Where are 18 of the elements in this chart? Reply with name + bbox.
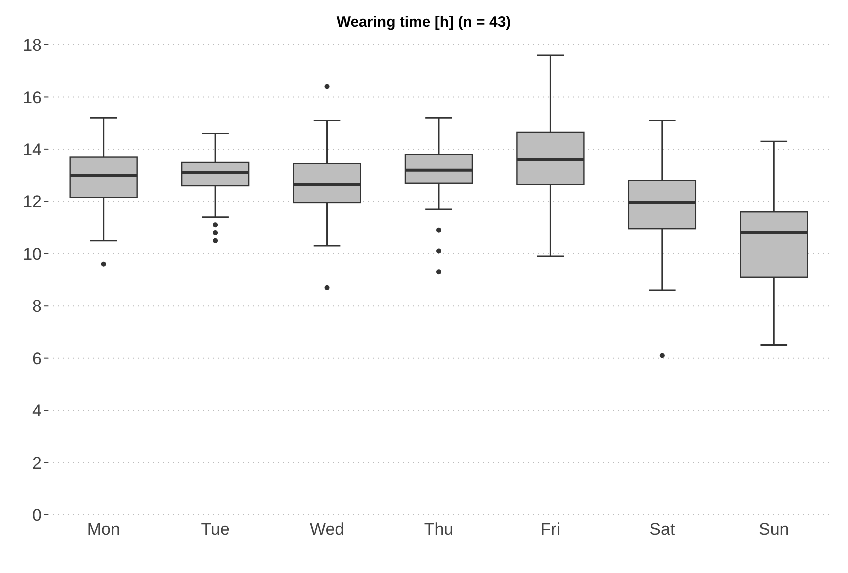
y-tick-label: 2 [32,454,42,473]
x-tick-label: Sun [759,520,790,540]
y-tick-label: 8 [32,297,42,316]
y-tick-label: 16 [23,88,42,108]
y-tick-label: 0 [32,506,42,526]
x-tick-label: Fri [540,520,561,540]
y-tick-label: 6 [32,349,42,368]
x-tick-label: Thu [424,520,454,540]
x-tick-label: Wed [310,520,345,540]
y-tick-label: 4 [32,402,42,421]
y-tick-label: 18 [23,36,42,56]
chart-title: Wearing time [h] (n = 43) [336,14,512,31]
y-tick-label: 14 [23,140,42,160]
x-tick-label: Sat [650,520,676,540]
y-tick-label: 12 [23,192,42,212]
x-tick-label: Tue [201,520,230,540]
y-tick-label: 10 [23,244,42,264]
x-tick-label: Mon [87,520,120,540]
